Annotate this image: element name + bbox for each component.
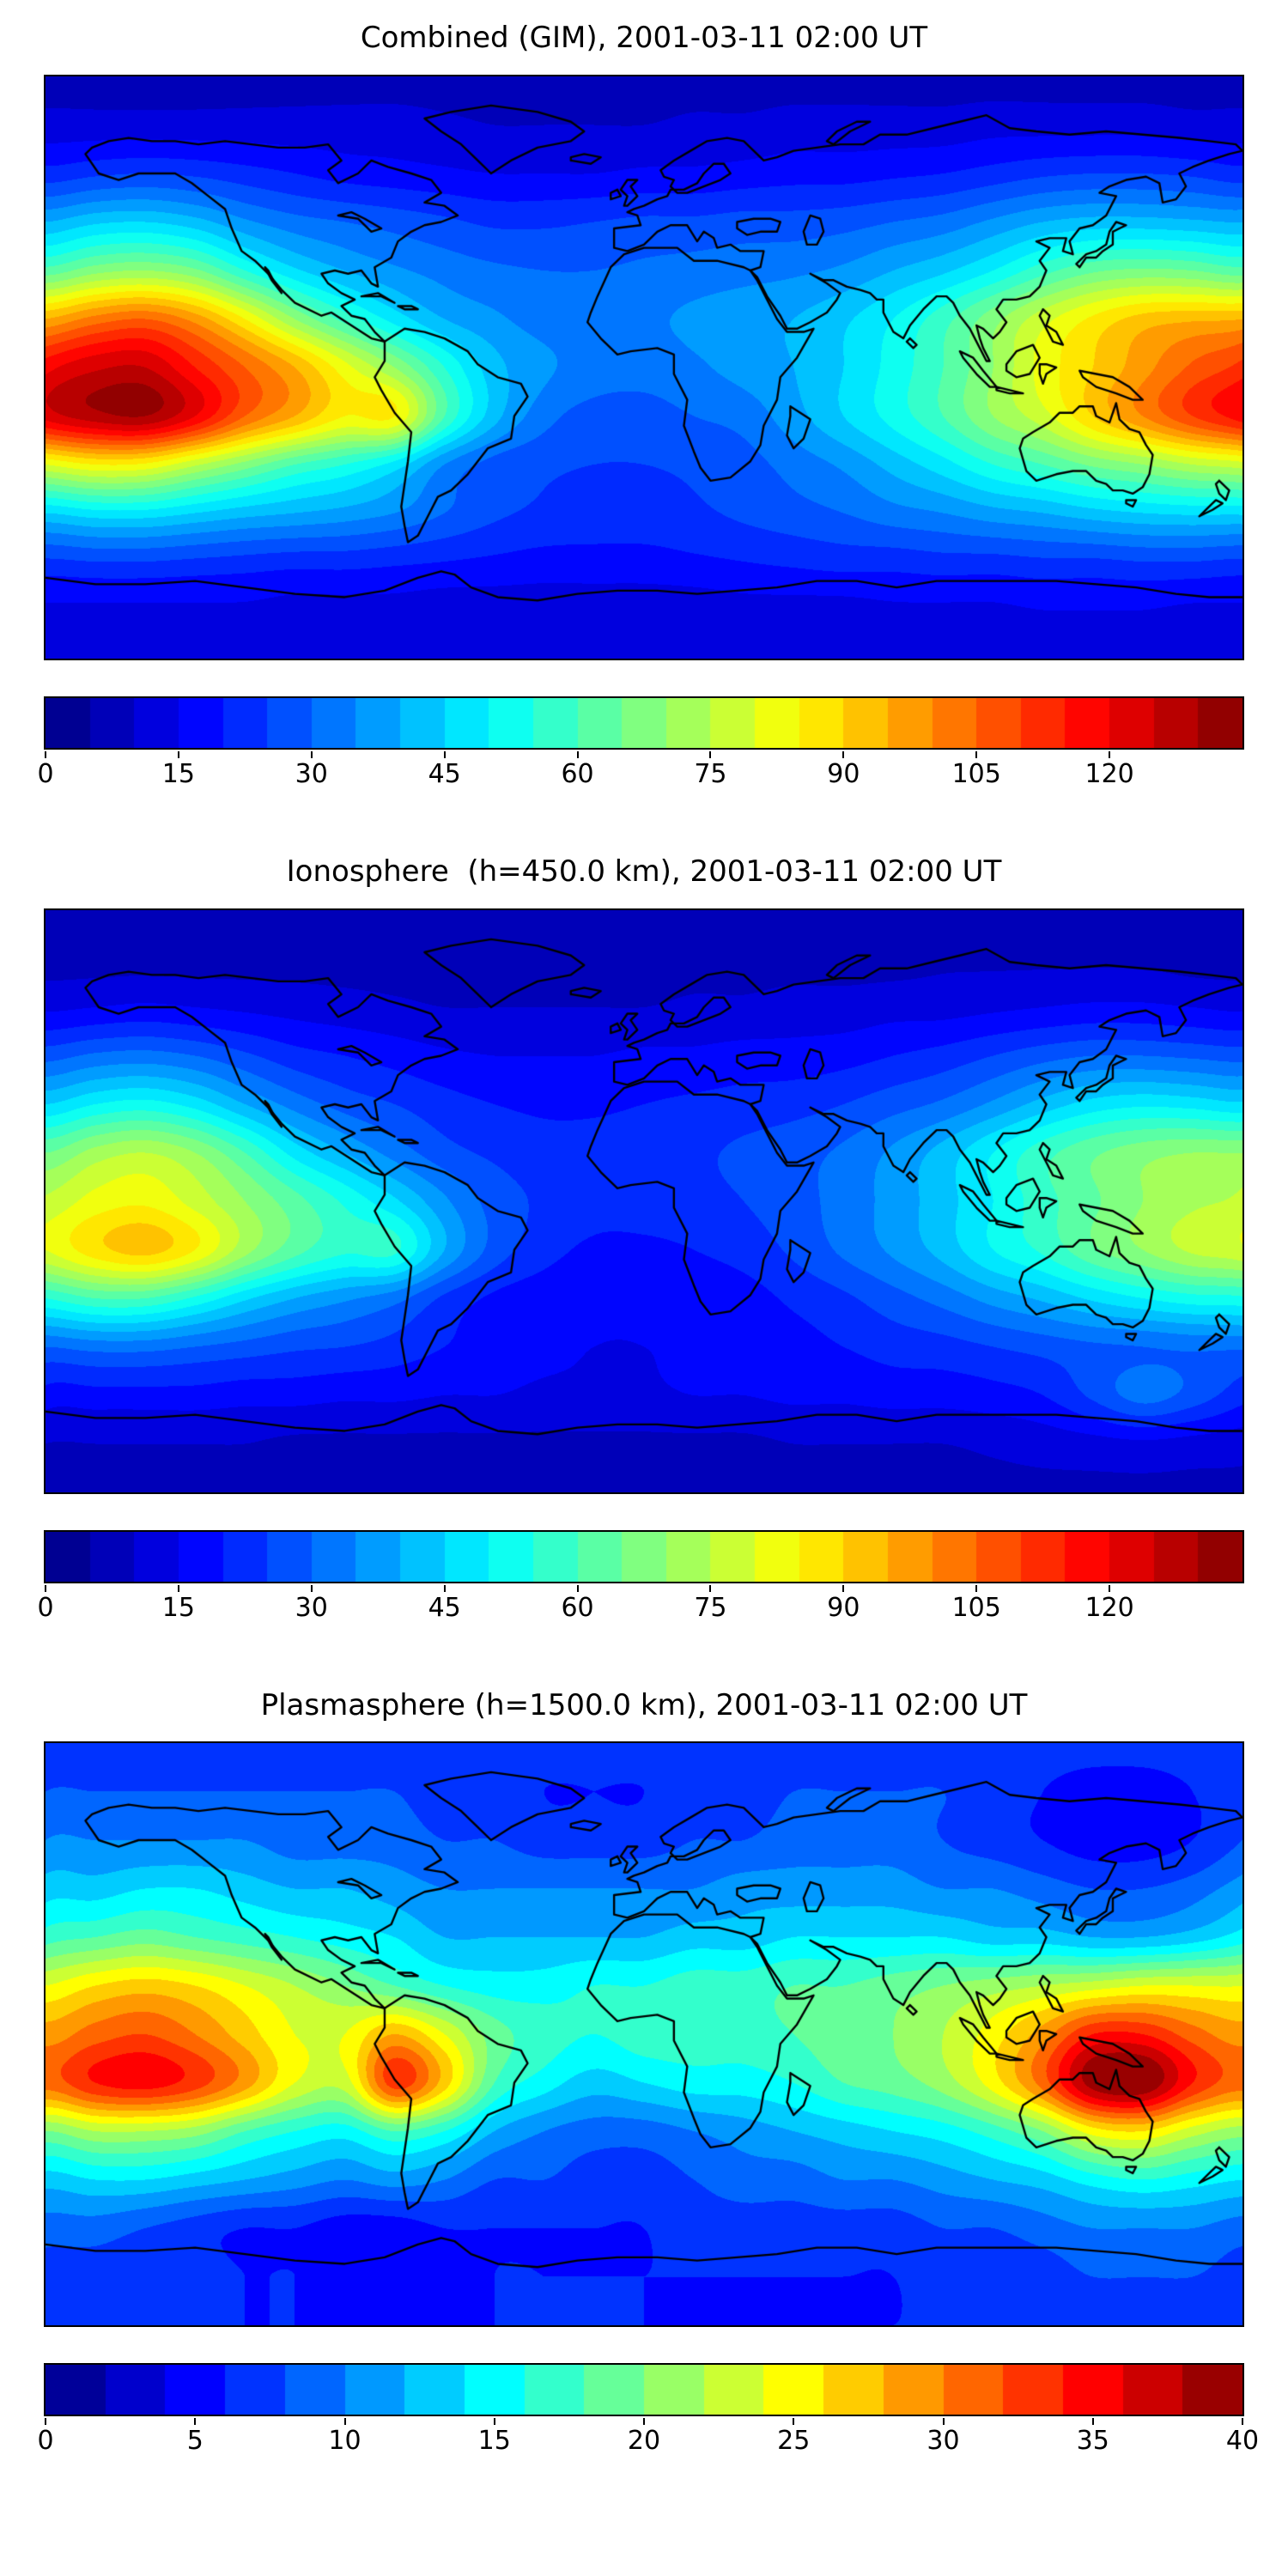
colorbar-tick-label: 90: [827, 758, 860, 789]
colorbar-tick-label: 10: [328, 2426, 361, 2457]
colorbar-tick-mark: [177, 1584, 179, 1592]
panel-combined-gim: Combined (GIM), 2001-03-11 02:00 UT 0 15 3…: [0, 0, 1288, 793]
colorbar-tick-label: 5: [186, 2426, 204, 2457]
colorbar-tick-mark: [45, 750, 46, 758]
map-canvas-combined: [46, 76, 1242, 659]
colorbar-tick-mark: [310, 750, 313, 758]
colorbar-frame-plasmasphere: [44, 2363, 1244, 2417]
colorbar-tick-mark: [842, 750, 845, 758]
colorbar-tick-label: 60: [561, 1592, 594, 1623]
colorbar-tick-mark: [343, 2418, 346, 2426]
colorbar-tick-mark: [443, 750, 446, 758]
colorbar-tick-label: 30: [927, 2426, 960, 2457]
chart-title-combined: Combined (GIM), 2001-03-11 02:00 UT: [360, 21, 928, 55]
colorbar-tick-label: 30: [295, 1592, 328, 1623]
colorbar-tick-mark: [45, 2418, 46, 2426]
colorbar-frame-combined: [44, 696, 1244, 750]
colorbar-tick-label: 20: [627, 2426, 661, 2457]
colorbar-tick-label: 40: [1225, 2426, 1260, 2457]
colorbar-tick-label: 120: [1084, 758, 1134, 789]
panel-ionosphere: Ionosphere (h=450.0 km), 2001-03-11 02:0…: [0, 793, 1288, 1626]
colorbar-ticks-ionosphere: 0 15 30 45 60 75 90 105 120: [37, 1584, 1242, 1626]
colorbar-tick-label: 75: [694, 1592, 727, 1623]
colorbar-tick-label: 0: [37, 1592, 54, 1623]
map-frame-plasmasphere: [44, 1741, 1244, 2328]
map-frame-ionosphere: [44, 908, 1244, 1494]
colorbar-tick-mark: [709, 750, 712, 758]
colorbar-tick-mark: [493, 2418, 495, 2426]
colorbar-tick-label: 105: [951, 758, 1001, 789]
colorbar-tick-mark: [443, 1584, 446, 1592]
colorbar-tick-label: 15: [161, 1592, 195, 1623]
colorbar-tick-label: 120: [1084, 1592, 1134, 1623]
colorbar-tick-mark: [842, 1584, 845, 1592]
colorbar-canvas-combined: [46, 697, 1242, 748]
colorbar-tick-label: 90: [827, 1592, 860, 1623]
colorbar-tick-mark: [975, 750, 978, 758]
colorbar-tick-label: 60: [561, 758, 594, 789]
colorbar-tick-label: 15: [161, 758, 195, 789]
colorbar-tick-mark: [1091, 2418, 1094, 2426]
colorbar-tick-mark: [177, 750, 179, 758]
map-canvas-plasmasphere: [46, 1743, 1242, 2326]
colorbar-tick-mark: [310, 1584, 313, 1592]
colorbar-ticks-combined: 0 15 30 45 60 75 90 105 120: [37, 750, 1242, 793]
map-canvas-ionosphere: [46, 909, 1242, 1492]
colorbar-tick-mark: [942, 2418, 945, 2426]
colorbar-tick-label: 45: [428, 1592, 461, 1623]
colorbar-tick-mark: [643, 2418, 645, 2426]
colorbar-tick-label: 35: [1076, 2426, 1109, 2457]
colorbar-tick-mark: [975, 1584, 978, 1592]
colorbar-tick-mark: [709, 1584, 712, 1592]
colorbar-tick-mark: [1109, 750, 1111, 758]
colorbar-tick-label: 0: [37, 2426, 54, 2457]
colorbar-tick-label: 75: [694, 758, 727, 789]
chart-title-plasmasphere: Plasmasphere (h=1500.0 km), 2001-03-11 0…: [260, 1687, 1028, 1722]
colorbar-ticks-plasmasphere: 0 5 10 15 20 25 30 35 40: [37, 2418, 1259, 2459]
colorbar-tick-mark: [793, 2418, 795, 2426]
panel-plasmasphere: Plasmasphere (h=1500.0 km), 2001-03-11 0…: [0, 1626, 1288, 2460]
colorbar-tick-mark: [1242, 2418, 1243, 2426]
colorbar-tick-label: 0: [37, 758, 54, 789]
colorbar-tick-mark: [45, 1584, 46, 1592]
colorbar-canvas-plasmasphere: [46, 2365, 1242, 2415]
colorbar-tick-mark: [576, 750, 579, 758]
chart-title-ionosphere: Ionosphere (h=450.0 km), 2001-03-11 02:0…: [286, 854, 1002, 889]
colorbar-tick-label: 105: [951, 1592, 1001, 1623]
colorbar-tick-label: 25: [777, 2426, 811, 2457]
colorbar-tick-label: 30: [295, 758, 328, 789]
colorbar-tick-mark: [1109, 1584, 1111, 1592]
colorbar-canvas-ionosphere: [46, 1531, 1242, 1582]
colorbar-tick-label: 15: [477, 2426, 511, 2457]
colorbar-tick-mark: [576, 1584, 579, 1592]
colorbar-tick-label: 45: [428, 758, 461, 789]
tec-maps-figure: Combined (GIM), 2001-03-11 02:00 UT 0 15 3…: [0, 0, 1288, 2460]
map-frame-combined: [44, 74, 1244, 660]
colorbar-tick-mark: [194, 2418, 197, 2426]
colorbar-frame-ionosphere: [44, 1529, 1244, 1583]
